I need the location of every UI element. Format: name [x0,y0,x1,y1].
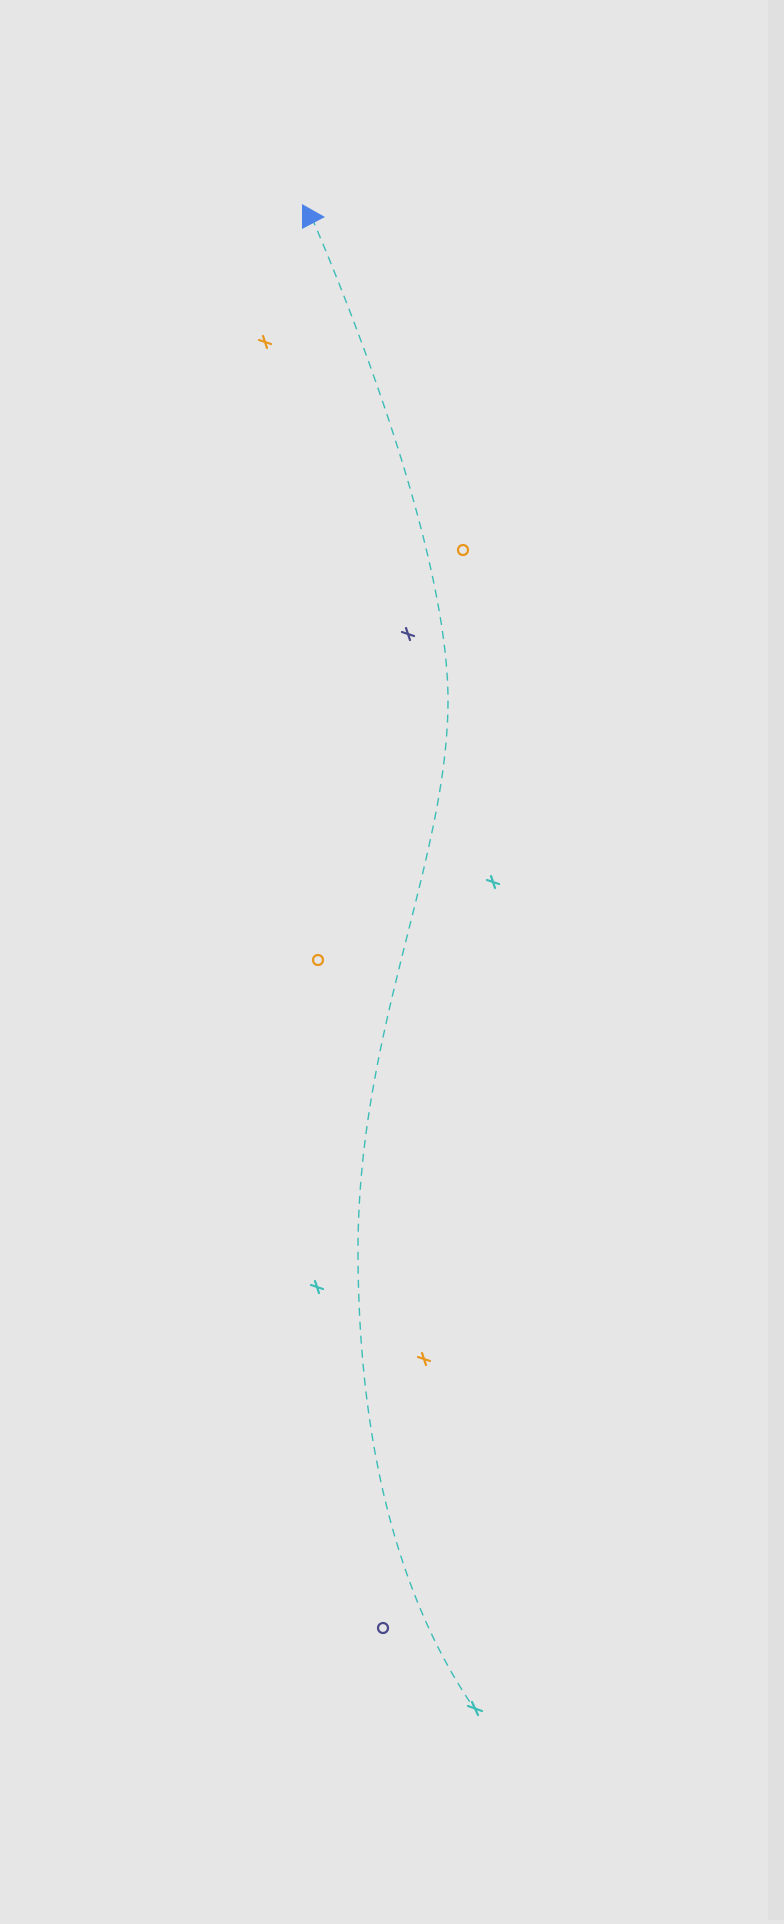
right-edge-strip [768,0,784,1920]
orange-cross-icon [257,334,273,350]
scatter-markers [257,334,501,1635]
orange-cross-icon [416,1351,432,1367]
teal-cross-icon [485,874,501,890]
navy-cross-icon [400,626,416,642]
orange-ring-icon [311,953,325,967]
start-triangle-icon [302,204,325,229]
dashed-path [311,217,475,1709]
teal-cross-icon [309,1279,325,1295]
orange-ring-icon [456,543,470,557]
navy-ring-icon [376,1621,390,1635]
end-cross-icon [466,1700,484,1717]
